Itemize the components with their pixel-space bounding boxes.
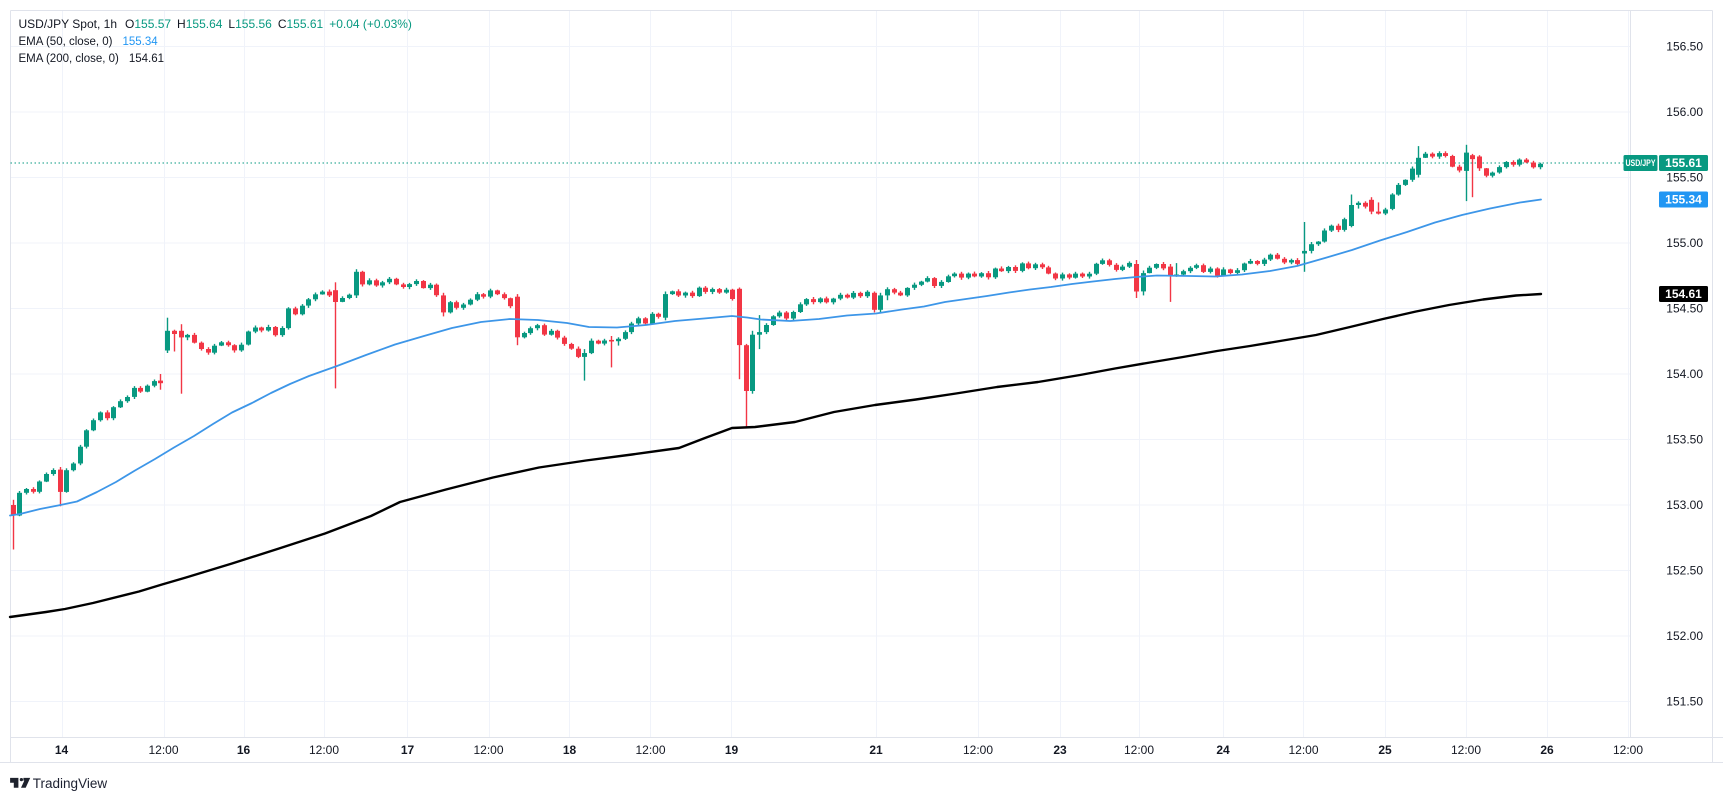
svg-text:154.61: 154.61	[1665, 287, 1702, 301]
svg-text:26: 26	[1540, 743, 1554, 757]
svg-text:12:00: 12:00	[148, 743, 178, 757]
svg-text:12:00: 12:00	[963, 743, 993, 757]
svg-text:17: 17	[401, 743, 415, 757]
svg-text:EMA (50, close, 0)155.34: EMA (50, close, 0) 155.34	[19, 36, 159, 48]
svg-text:12:00: 12:00	[1124, 743, 1154, 757]
svg-text:19: 19	[725, 743, 739, 757]
svg-text:155.61: 155.61	[1665, 156, 1702, 170]
svg-text:153.00: 153.00	[1666, 498, 1703, 512]
svg-text:12:00: 12:00	[635, 743, 665, 757]
svg-text:25: 25	[1378, 743, 1392, 757]
svg-text:TradingView: TradingView	[33, 776, 108, 791]
svg-text:12:00: 12:00	[1451, 743, 1481, 757]
svg-text:14: 14	[55, 743, 69, 757]
svg-text:12:00: 12:00	[1288, 743, 1318, 757]
svg-text:155.50: 155.50	[1666, 171, 1703, 185]
svg-text:155.34: 155.34	[1665, 193, 1702, 207]
svg-text:154.00: 154.00	[1666, 367, 1703, 381]
svg-text:152.50: 152.50	[1666, 564, 1703, 578]
svg-text:USD/JPY: USD/JPY	[1626, 158, 1656, 169]
svg-text:12:00: 12:00	[1613, 743, 1643, 757]
svg-text:152.00: 152.00	[1666, 629, 1703, 643]
svg-text:24: 24	[1216, 743, 1230, 757]
svg-text:154.50: 154.50	[1666, 302, 1703, 316]
svg-text:12:00: 12:00	[309, 743, 339, 757]
svg-text:153.50: 153.50	[1666, 433, 1703, 447]
svg-text:155.00: 155.00	[1666, 236, 1703, 250]
svg-text:21: 21	[869, 743, 883, 757]
svg-text:151.50: 151.50	[1666, 695, 1703, 709]
svg-text:16: 16	[237, 743, 251, 757]
svg-text:156.50: 156.50	[1666, 40, 1703, 54]
svg-text:156.00: 156.00	[1666, 105, 1703, 119]
svg-text:12:00: 12:00	[473, 743, 503, 757]
svg-text:18: 18	[563, 743, 577, 757]
svg-text:23: 23	[1053, 743, 1067, 757]
svg-text:EMA (200, close, 0)154.61: EMA (200, close, 0) 154.61	[19, 53, 165, 65]
